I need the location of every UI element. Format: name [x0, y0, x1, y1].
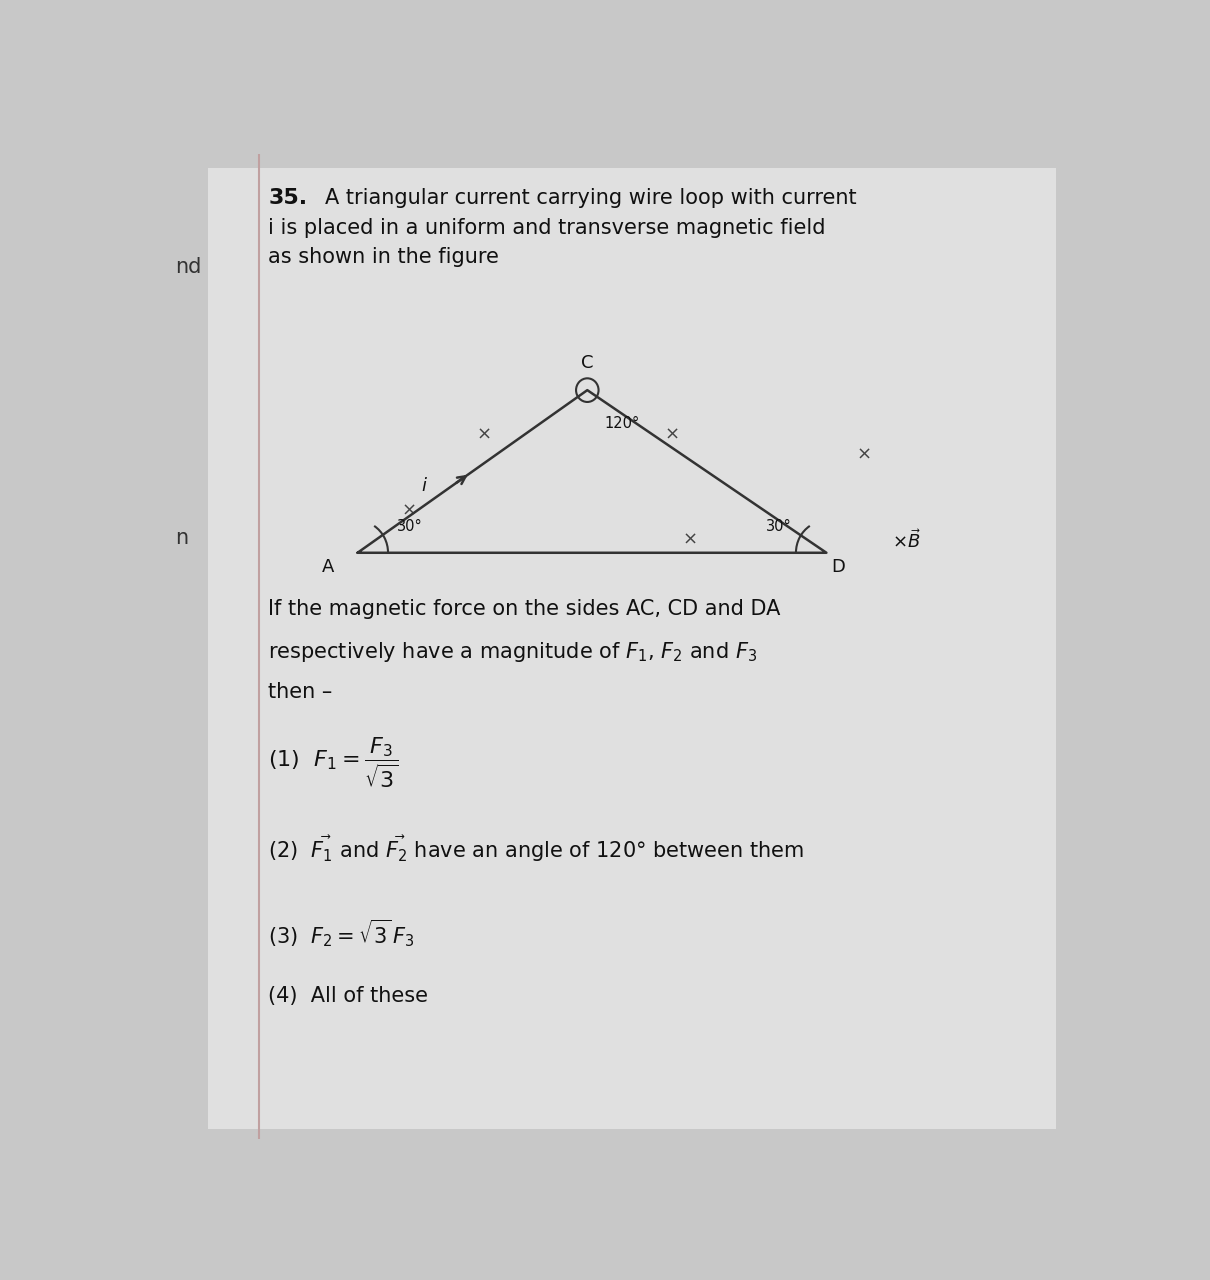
Text: then –: then – — [269, 682, 333, 701]
Text: as shown in the figure: as shown in the figure — [269, 247, 500, 268]
Text: i is placed in a uniform and transverse magnetic field: i is placed in a uniform and transverse … — [269, 218, 826, 238]
FancyBboxPatch shape — [208, 169, 1056, 1129]
Text: A: A — [322, 558, 334, 576]
Text: ×: × — [402, 502, 416, 520]
Text: ×: × — [682, 531, 698, 549]
Text: ×: × — [477, 425, 491, 443]
Text: 35.: 35. — [269, 188, 307, 209]
Text: ×: × — [664, 425, 679, 443]
Text: nd: nd — [174, 257, 201, 276]
Text: 120°: 120° — [604, 416, 639, 430]
Text: n: n — [174, 529, 188, 548]
Text: (2)  $\vec{F_1}$ and $\vec{F_2}$ have an angle of 120° between them: (2) $\vec{F_1}$ and $\vec{F_2}$ have an … — [269, 833, 805, 864]
Text: $\times\vec{B}$: $\times\vec{B}$ — [892, 530, 921, 553]
Text: respectively have a magnitude of $F_{1}$, $F_{2}$ and $F_{3}$: respectively have a magnitude of $F_{1}$… — [269, 640, 757, 664]
Text: i: i — [422, 477, 427, 495]
Text: (4)  All of these: (4) All of these — [269, 987, 428, 1006]
Text: ×: × — [857, 445, 871, 463]
Text: C: C — [581, 355, 594, 372]
Text: A triangular current carrying wire loop with current: A triangular current carrying wire loop … — [324, 188, 857, 209]
Text: 30°: 30° — [397, 520, 422, 534]
Text: (1)  $F_1 = \dfrac{F_3}{\sqrt{3}}$: (1) $F_1 = \dfrac{F_3}{\sqrt{3}}$ — [269, 735, 399, 790]
Text: (3)  $F_2 = \sqrt{3}\, F_3$: (3) $F_2 = \sqrt{3}\, F_3$ — [269, 918, 415, 950]
Text: 30°: 30° — [766, 520, 791, 534]
Text: D: D — [831, 558, 845, 576]
Text: If the magnetic force on the sides AC, CD and DA: If the magnetic force on the sides AC, C… — [269, 599, 780, 620]
